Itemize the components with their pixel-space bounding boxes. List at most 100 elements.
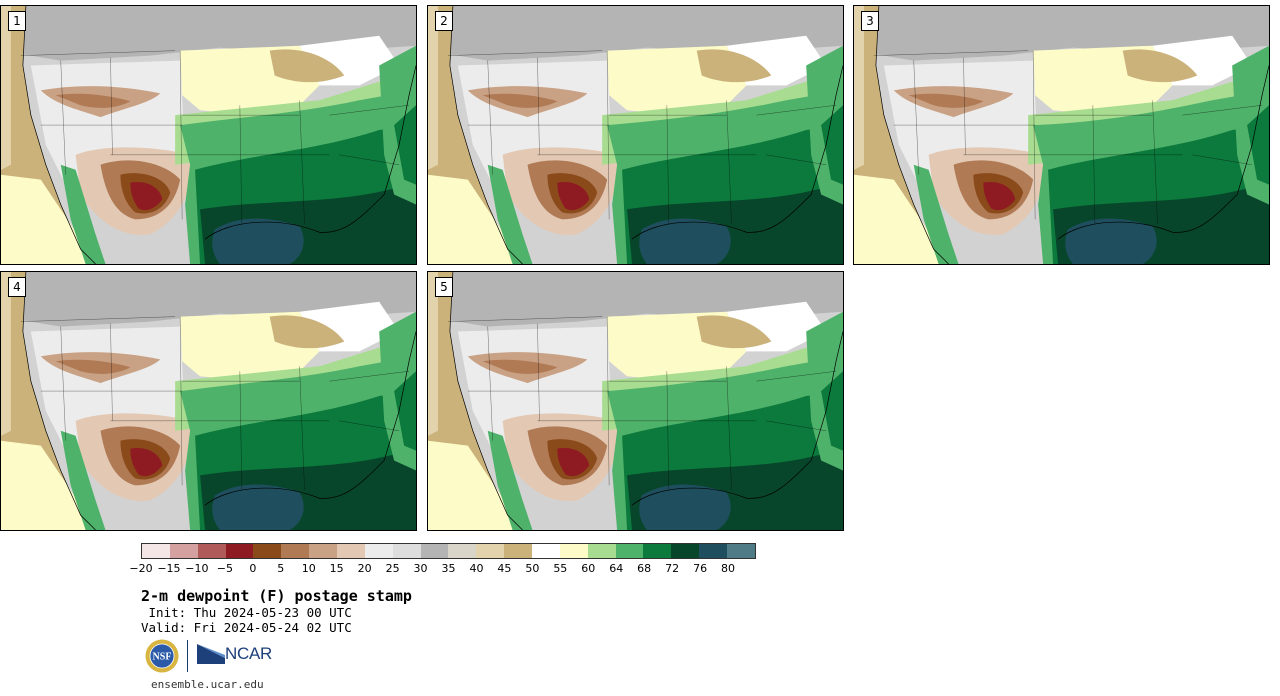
- pacific-ocean: [428, 272, 438, 436]
- boundary-line: [299, 366, 305, 491]
- dewpoint-region: [487, 164, 533, 264]
- coastline: [631, 65, 843, 240]
- colorbar-swatch: [364, 544, 393, 558]
- dewpoint-map: [1, 6, 416, 264]
- boundary-line: [60, 326, 66, 441]
- atlantic-ocean: [821, 371, 843, 451]
- dewpoint-map: [428, 272, 843, 530]
- boundary-line: [606, 50, 610, 220]
- boundary-line: [20, 50, 176, 56]
- colorbar-tick-label: −5: [216, 562, 233, 575]
- dewpoint-colorbar: [141, 543, 756, 559]
- member-number-label: 5: [435, 277, 453, 297]
- dewpoint-region: [482, 359, 558, 374]
- colorbar-swatch: [225, 544, 254, 558]
- ncar-logo: NCAR: [197, 644, 272, 664]
- coastline: [22, 6, 96, 264]
- boundary-line: [873, 50, 1029, 56]
- colorbar-tick-label: −10: [185, 562, 209, 575]
- atlantic-ocean: [821, 105, 843, 185]
- boundary-line: [913, 60, 919, 175]
- valid-time: Valid: Fri 2024-05-24 02 UTC: [141, 620, 352, 635]
- boundary-line: [537, 57, 540, 155]
- boundary-line: [1182, 104, 1263, 116]
- gulf-of-mexico: [639, 218, 731, 264]
- dewpoint-region: [487, 430, 533, 530]
- colorbar-swatch: [615, 544, 644, 558]
- boundary-line: [666, 105, 670, 225]
- boundary-line: [329, 370, 410, 382]
- colorbar-swatch: [504, 544, 533, 558]
- dewpoint-region: [908, 93, 984, 108]
- coastline: [22, 272, 96, 530]
- boundary-line: [329, 104, 410, 116]
- boundary-line: [606, 316, 610, 486]
- pacific-ocean: [428, 440, 523, 530]
- ensemble-member-map-4: 4: [0, 271, 417, 531]
- colorbar-swatch: [253, 544, 282, 558]
- dewpoint-region: [913, 164, 959, 264]
- boundary-line: [447, 316, 603, 322]
- boundary-line: [537, 323, 540, 421]
- colorbar-tick-label: −20: [129, 562, 153, 575]
- great-lakes: [269, 315, 345, 349]
- colorbar-tick-label: 68: [637, 562, 652, 575]
- colorbar-swatch: [643, 544, 672, 558]
- colorbar-swatch: [420, 544, 449, 558]
- colorbar-swatch: [699, 544, 728, 558]
- coastline: [449, 272, 523, 530]
- colorbar-swatch: [671, 544, 700, 558]
- colorbar-swatch: [448, 544, 477, 558]
- coastline: [204, 65, 416, 240]
- pacific-ocean: [1, 272, 11, 436]
- member-number-label: 3: [861, 11, 879, 31]
- boundary-line: [726, 100, 732, 225]
- gulf-of-mexico: [639, 484, 731, 530]
- dewpoint-region: [55, 359, 131, 374]
- dewpoint-region: [60, 164, 106, 264]
- boundary-line: [239, 371, 243, 491]
- boundary-line: [487, 60, 493, 175]
- colorbar-swatch: [169, 544, 198, 558]
- boundary-line: [487, 326, 493, 441]
- colorbar-swatch: [532, 544, 560, 558]
- colorbar-tick-label: 50: [525, 562, 540, 575]
- boundary-line: [666, 371, 670, 491]
- boundary-line: [756, 104, 837, 116]
- ncar-logo-text: NCAR: [225, 644, 272, 663]
- colorbar-tick-label: 55: [553, 562, 568, 575]
- pacific-ocean: [854, 174, 949, 264]
- coastline: [631, 331, 843, 506]
- colorbar-tick-label: 35: [441, 562, 456, 575]
- dewpoint-region: [983, 181, 1016, 211]
- colorbar-swatch: [281, 544, 310, 558]
- atlantic-ocean: [394, 371, 416, 451]
- colorbar-tick-label: 15: [329, 562, 344, 575]
- boundary-line: [239, 105, 243, 225]
- colorbar-tick-label: −15: [157, 562, 181, 575]
- coastline: [1057, 65, 1269, 240]
- dewpoint-region: [130, 447, 163, 477]
- boundary-line: [766, 154, 827, 166]
- boundary-line: [756, 370, 837, 382]
- colorbar-tick-label: 20: [357, 562, 372, 575]
- atlantic-ocean: [394, 105, 416, 185]
- boundary-line: [179, 316, 183, 486]
- colorbar-tick-label: 60: [581, 562, 596, 575]
- colorbar-swatch: [309, 544, 338, 558]
- init-time: Init: Thu 2024-05-23 00 UTC: [141, 605, 352, 620]
- ensemble-member-map-2: 2: [427, 5, 844, 265]
- member-number-label: 4: [8, 277, 26, 297]
- pacific-ocean: [1, 174, 96, 264]
- dewpoint-region: [60, 430, 106, 530]
- dewpoint-map: [854, 6, 1269, 264]
- atlantic-ocean: [1247, 105, 1269, 185]
- member-number-label: 1: [8, 11, 26, 31]
- colorbar-tick-label: 40: [469, 562, 484, 575]
- ensemble-member-map-1: 1: [0, 5, 417, 265]
- boundary-line: [20, 316, 176, 322]
- website-url: ensemble.ucar.edu: [151, 678, 264, 691]
- coastline: [449, 6, 523, 264]
- boundary-line: [299, 100, 305, 225]
- boundary-line: [1092, 105, 1096, 225]
